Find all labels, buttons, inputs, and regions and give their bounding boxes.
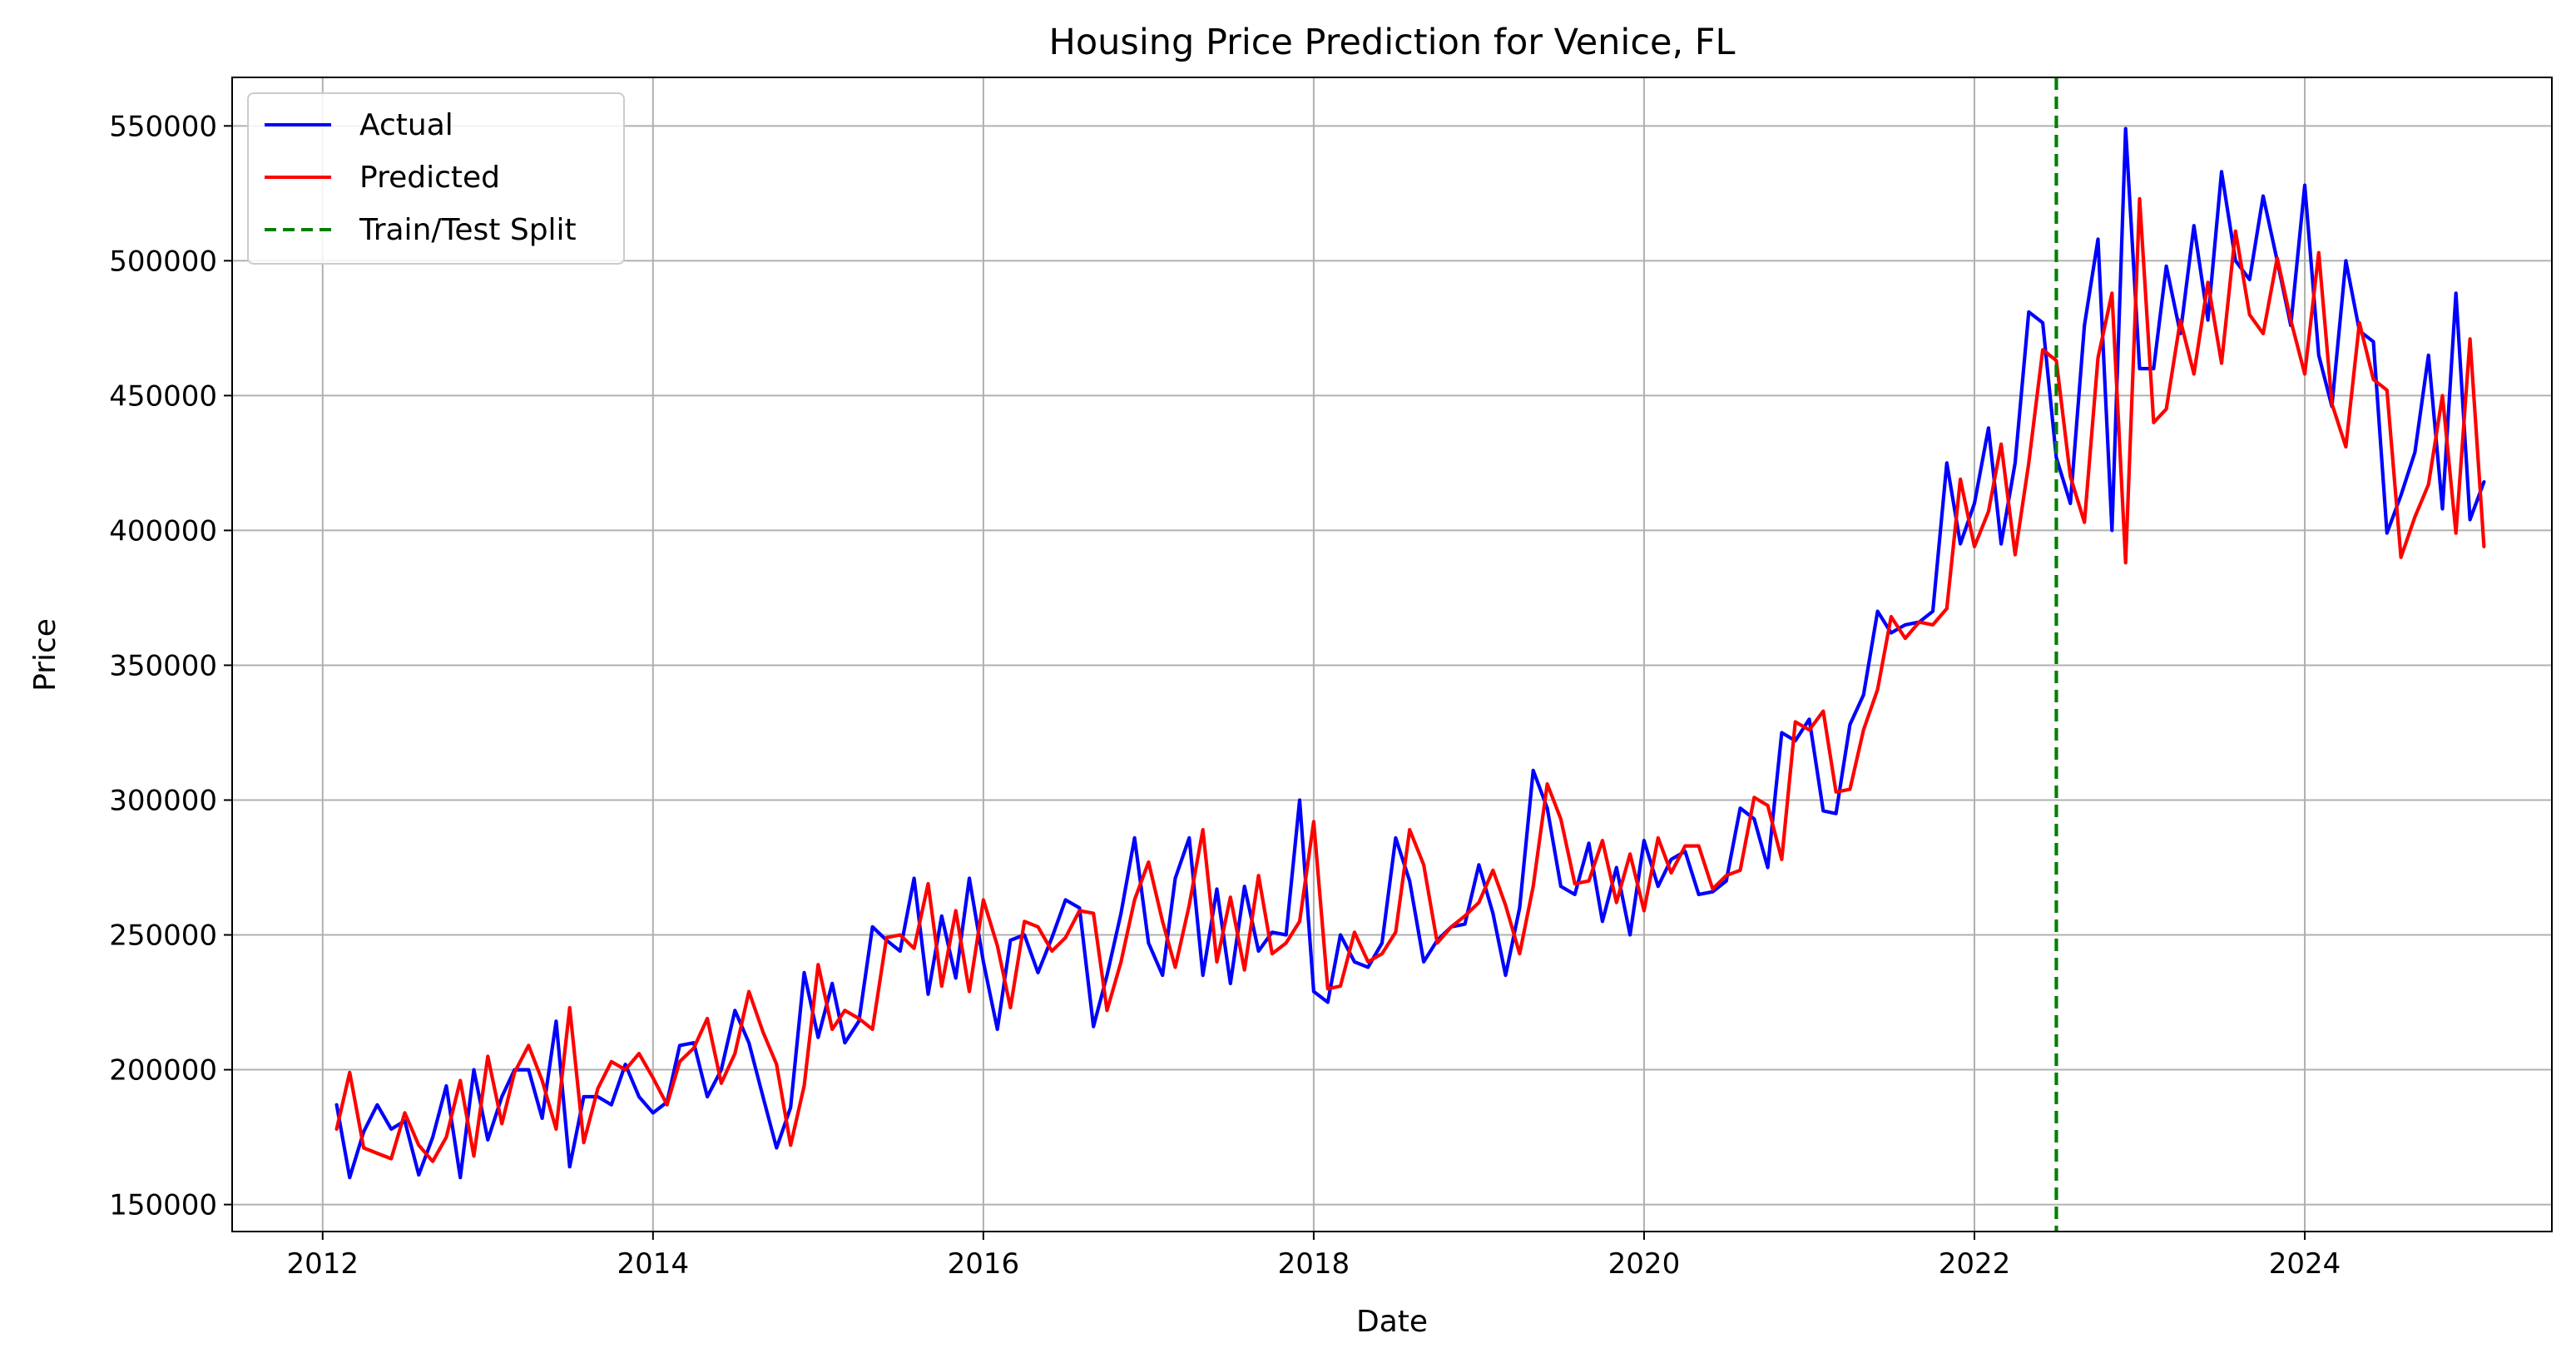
y-tick-label: 350000 (109, 649, 217, 682)
y-tick-label: 150000 (109, 1189, 217, 1222)
y-tick-label: 550000 (109, 110, 217, 143)
y-tick-label: 400000 (109, 514, 217, 548)
legend-label-predicted: Predicted (359, 161, 500, 195)
series-line-actual (334, 126, 2486, 1180)
y-tick-label: 500000 (109, 245, 217, 278)
y-tick-label: 450000 (109, 379, 217, 413)
legend-label-split: Train/Test Split (359, 213, 577, 247)
y-tick-label: 300000 (109, 784, 217, 817)
y-tick-label: 200000 (109, 1054, 217, 1088)
series-lines (334, 126, 2486, 1180)
legend: Actual Predicted Train/Test Split (247, 92, 625, 265)
legend-label-actual: Actual (359, 108, 453, 142)
x-tick-label: 2014 (617, 1247, 690, 1281)
plot-frame (231, 77, 2553, 1232)
legend-box (247, 92, 625, 265)
x-axis-label: Date (1356, 1305, 1428, 1339)
x-tick-label: 2022 (1939, 1247, 2011, 1281)
series-line-predicted (334, 196, 2486, 1163)
x-tick-label: 2012 (287, 1247, 359, 1281)
x-tick-label: 2018 (1278, 1247, 1350, 1281)
chart-title: Housing Price Prediction for Venice, FL (1049, 22, 1736, 63)
y-axis: 150000 200000 250000 300000 350000 400000 4500… (109, 110, 232, 1222)
x-tick-label: 2020 (1608, 1247, 1681, 1281)
x-tick-label: 2016 (948, 1247, 1020, 1281)
y-tick-label: 250000 (109, 919, 217, 953)
x-axis: 2012 2014 2016 2018 2020 2022 2024 (287, 1232, 2341, 1281)
y-axis-label: Price (28, 618, 62, 691)
x-tick-label: 2024 (2269, 1247, 2341, 1281)
